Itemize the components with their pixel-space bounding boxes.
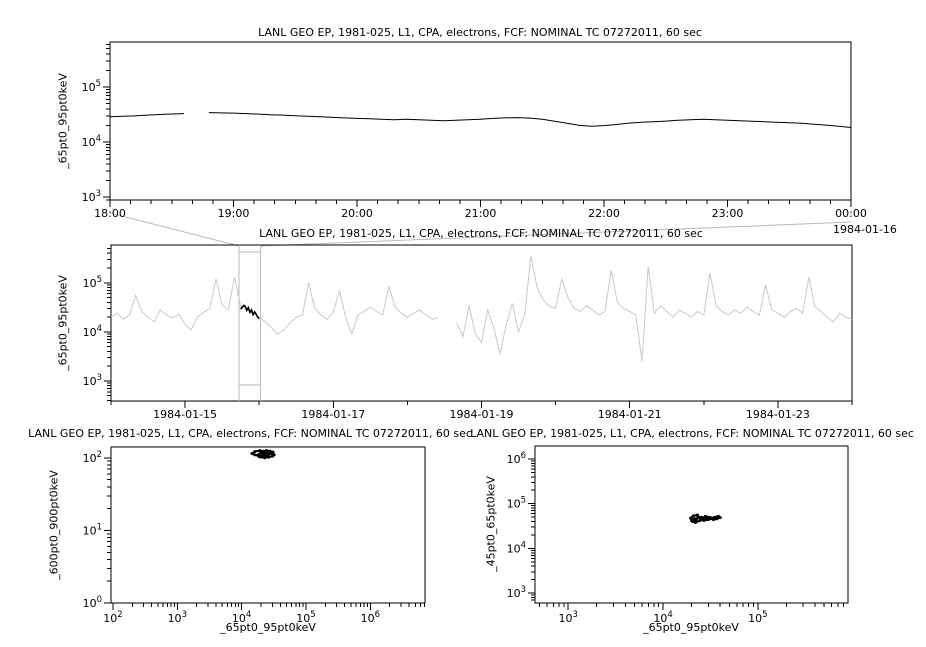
scatter-point	[708, 516, 712, 520]
scatter-point	[264, 449, 268, 453]
panel-2-plot-area[interactable]	[110, 244, 853, 402]
x-tick-label: 20:00	[341, 207, 373, 220]
x-tick-label: 1984-01-17	[301, 408, 365, 421]
scatter-point	[271, 450, 275, 454]
log-tick-label: 105	[507, 496, 526, 511]
x-tick-label: 21:00	[465, 207, 497, 220]
panel-1-title: LANL GEO EP, 1981-025, L1, CPA, electron…	[258, 26, 702, 39]
log-tick-label: 103	[83, 373, 102, 388]
series-line	[110, 256, 853, 362]
series-line	[240, 304, 260, 320]
panel-4-title: LANL GEO EP, 1981-025, L1, CPA, electron…	[470, 427, 914, 440]
log-tick-label: 102	[83, 450, 102, 465]
scatter-point	[700, 518, 704, 522]
panel-1: 103 104 105 18:00 19:00 20:00 21:00 22:00 23:00 0…	[82, 41, 897, 236]
x-axis-date-label: 1984-01-16	[833, 223, 897, 236]
x-tick-label: 19:00	[218, 207, 250, 220]
x-tick-label: 1984-01-23	[746, 408, 810, 421]
scatter-point	[695, 516, 699, 520]
x-tick-label: 22:00	[588, 207, 620, 220]
log-tick-label: 103	[82, 189, 101, 204]
scatter-point	[717, 515, 721, 519]
zoom-connector-left	[109, 212, 240, 247]
log-tick-label: 105	[83, 275, 102, 290]
scatter-point	[258, 455, 262, 459]
panel-2: 103 104 105 1984-01-15 1984-01-17 1984-01-19 1…	[83, 244, 853, 421]
scatter-point	[259, 450, 263, 454]
scatter-point	[253, 450, 257, 454]
scatter-point	[270, 454, 274, 458]
panel-1-y-axis-label: _65pt0_95pt0keV	[56, 73, 70, 169]
x-tick-label: 18:00	[94, 207, 126, 220]
scatter-point	[700, 515, 704, 519]
scatter-point	[263, 456, 267, 460]
log-tick-label: 105	[748, 610, 767, 625]
scatter-point	[690, 518, 694, 522]
zoom-connector-right	[260, 221, 852, 247]
log-tick-label: 104	[507, 540, 526, 555]
log-tick-label: 102	[103, 610, 122, 625]
x-tick-label: 1984-01-15	[153, 408, 217, 421]
log-tick-label: 100	[83, 595, 102, 610]
panel-4-y-axis-label: _45pt0_65pt0keV	[484, 476, 498, 572]
panel-3-x-axis-label: _65pt0_95pt0keV	[220, 621, 316, 634]
x-tick-label: 1984-01-19	[450, 408, 514, 421]
log-tick-label: 105	[82, 79, 101, 94]
log-tick-label: 103	[507, 585, 526, 600]
scatter-point	[706, 518, 710, 522]
panel-3-title: LANL GEO EP, 1981-025, L1, CPA, electron…	[28, 427, 472, 440]
panel-2-y-axis-label: _65pt0_95pt0keV	[56, 275, 70, 371]
x-tick-label: 23:00	[712, 207, 744, 220]
log-tick-label: 104	[83, 324, 102, 339]
panel-3-plot-area[interactable]	[110, 446, 426, 604]
scatter-point	[256, 454, 260, 457]
scatter-point	[692, 514, 696, 518]
scatter-point	[253, 453, 257, 457]
scatter-point	[704, 516, 708, 520]
series-line	[109, 112, 852, 128]
panel-2-title: LANL GEO EP, 1981-025, L1, CPA, electron…	[259, 227, 703, 240]
scatter-point	[268, 449, 272, 453]
scatter-point	[694, 521, 697, 524]
log-tick-label: 101	[83, 522, 102, 537]
log-tick-label: 106	[507, 451, 526, 466]
x-tick-label: 1984-01-21	[598, 408, 662, 421]
scatter-point	[693, 517, 697, 521]
panel-4-x-axis-label: _65pt0_95pt0keV	[643, 621, 739, 634]
scatter-point	[250, 452, 254, 455]
panel-3-y-axis-label: _600pt0_900pt0keV	[47, 470, 61, 580]
scatter-point	[261, 454, 265, 458]
x-tick-label: 00:00	[835, 207, 867, 220]
panel-4-plot-area[interactable]	[534, 445, 849, 604]
log-tick-label: 106	[361, 610, 380, 625]
log-tick-label: 104	[82, 134, 101, 149]
scatter-point	[713, 516, 717, 520]
log-tick-label: 103	[168, 610, 187, 625]
log-tick-label: 103	[558, 610, 577, 625]
scatter-point	[266, 454, 270, 457]
